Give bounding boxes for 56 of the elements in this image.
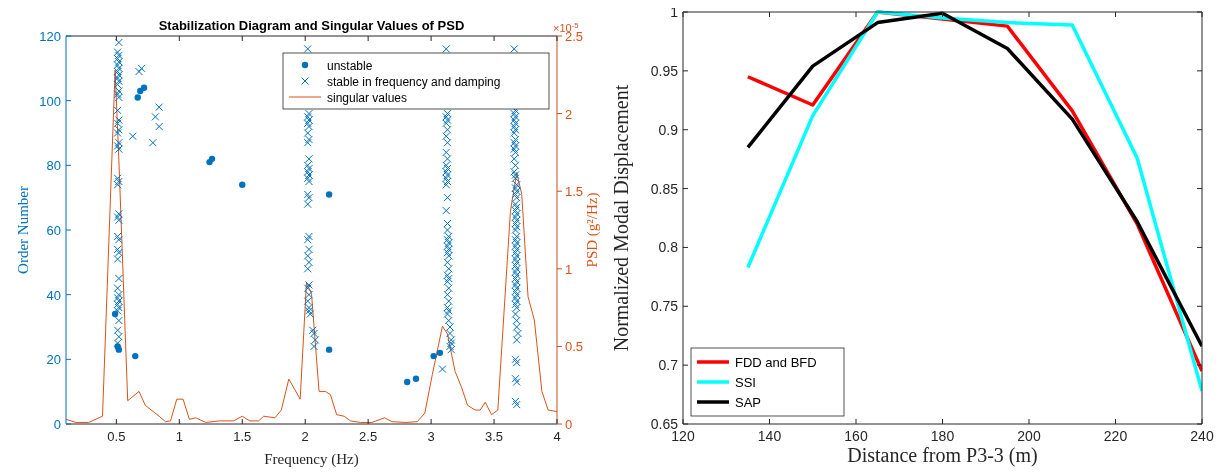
x-axis-title: Distance from P3-3 (m) — [847, 444, 1038, 467]
y2-axis-title: PSD (g²/Hz) — [584, 192, 601, 268]
point — [412, 375, 420, 382]
legend-label: unstable — [327, 58, 373, 73]
y-tick-label: 20 — [46, 352, 61, 368]
y2-tick-label: 0 — [565, 417, 573, 432]
y2-tick-label: 1.5 — [565, 184, 584, 200]
x-tick-label: 4 — [553, 429, 561, 444]
point — [325, 191, 333, 198]
x-tick-label: 180 — [930, 428, 955, 444]
y2-tick-label: 1 — [565, 261, 573, 277]
y2-tick-label: 0.5 — [565, 339, 584, 355]
x-tick-label: 220 — [1103, 428, 1128, 444]
point — [325, 346, 333, 353]
legend-label: FDD and BFD — [735, 354, 817, 370]
y-tick-label: 0.9 — [658, 121, 679, 138]
point — [132, 352, 139, 360]
y-tick-label: 40 — [46, 287, 61, 303]
legend-label: SSI — [735, 374, 756, 390]
x-tick-label: 240 — [1190, 428, 1214, 444]
point — [140, 84, 148, 91]
legend-label: singular values — [327, 90, 408, 105]
x-tick-label: 2 — [301, 429, 309, 444]
y-axis-title: Order Number — [15, 186, 31, 274]
y-tick-label: 0.8 — [658, 239, 679, 256]
legend-label: SAP — [735, 394, 762, 410]
x-tick-label: 2.5 — [359, 429, 378, 444]
line-series — [66, 69, 557, 423]
point — [436, 349, 444, 357]
point — [239, 181, 246, 188]
y-axis-title: Normalized Modal Displacement — [610, 84, 633, 352]
x-tick-label: 200 — [1017, 428, 1041, 444]
x-tick-label: 1 — [175, 429, 183, 444]
y-tick-label: 80 — [46, 158, 61, 174]
y2-tick-label: 2 — [565, 106, 573, 122]
y-tick-label: 0.7 — [658, 357, 679, 374]
y-tick-label: 0.95 — [650, 62, 679, 79]
chart-title: Stabilization Diagram and Singular Values of PSD — [158, 18, 465, 33]
x-axis-title: Frequency (Hz) — [264, 451, 359, 468]
point — [403, 378, 411, 386]
x-tick-label: 140 — [757, 428, 782, 444]
x-tick-label: 3 — [427, 429, 435, 444]
y-tick-label: 60 — [46, 223, 61, 238]
y-tick-label: 120 — [39, 29, 61, 44]
y-tick-label: 0 — [53, 417, 61, 432]
point — [134, 94, 141, 101]
y-tick-label: 100 — [39, 93, 61, 109]
point — [430, 352, 437, 360]
y-tick-label: 0.85 — [650, 180, 679, 197]
x-tick-label: 0.5 — [107, 429, 126, 444]
y-tick-label: 1 — [670, 4, 679, 20]
x-tick-label: 3.5 — [485, 429, 504, 444]
x-tick-label: 160 — [844, 428, 868, 444]
x-tick-label: 1.5 — [233, 429, 252, 444]
y-tick-label: 0.75 — [650, 298, 679, 315]
legend-label: stable in frequency and damping — [327, 74, 501, 89]
